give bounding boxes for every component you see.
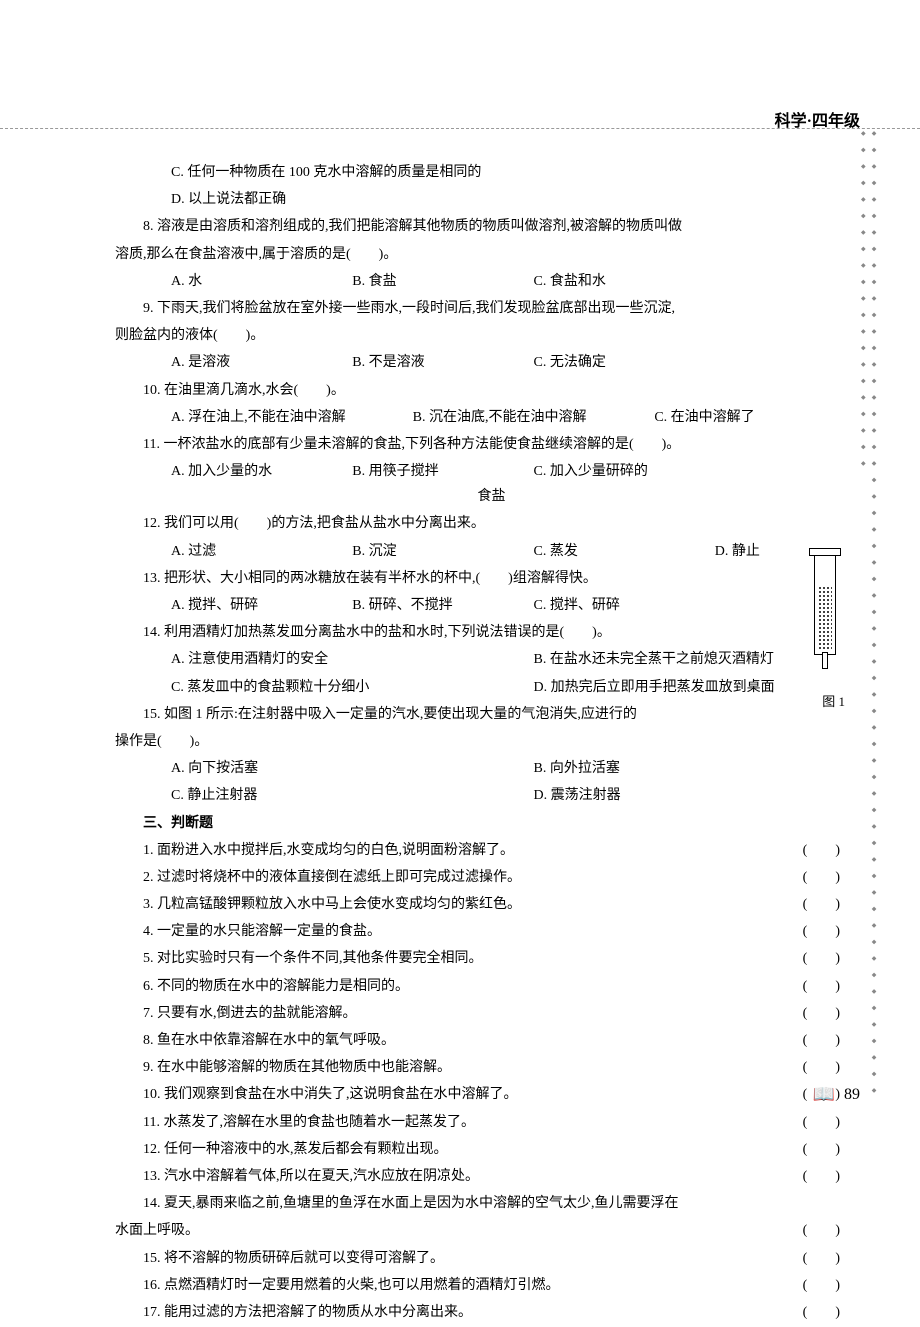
book-icon: 📖 bbox=[813, 1078, 835, 1110]
question-8: 8. 溶液是由溶质和溶剂组成的,我们把能溶解其他物质的物质叫做溶剂,被溶解的物质… bbox=[115, 214, 840, 239]
question-13-options: A. 搅拌、研碎 B. 研碎、不搅拌 C. 搅拌、研碎 bbox=[115, 593, 840, 618]
question-9-options: A. 是溶液 B. 不是溶液 C. 无法确定 bbox=[115, 350, 840, 375]
q10-opt-a: A. 浮在油上,不能在油中溶解 bbox=[115, 405, 357, 430]
q9-opt-c: C. 无法确定 bbox=[478, 350, 659, 375]
judge-3: 3. 几粒高锰酸钾颗粒放入水中马上会使水变成均匀的紫红色。( ) bbox=[115, 892, 840, 917]
question-14-options-ab: A. 注意使用酒精灯的安全 B. 在盐水还未完全蒸干之前熄灭酒精灯 bbox=[115, 647, 840, 672]
question-8-cont: 溶质,那么在食盐溶液中,属于溶质的是( )。 bbox=[115, 242, 840, 267]
q15-opt-b: B. 向外拉活塞 bbox=[478, 756, 841, 781]
judge-6: 6. 不同的物质在水中的溶解能力是相同的。( ) bbox=[115, 974, 840, 999]
question-14-options-cd: C. 蒸发皿中的食盐颗粒十分细小 D. 加热完后立即用手把蒸发皿放到桌面 bbox=[115, 675, 840, 700]
q14-opt-a: A. 注意使用酒精灯的安全 bbox=[115, 647, 478, 672]
q10-opt-c: C. 在油中溶解了 bbox=[598, 405, 840, 430]
q12-opt-a: A. 过滤 bbox=[115, 539, 296, 564]
judge-11: 11. 水蒸发了,溶解在水里的食盐也随着水一起蒸发了。( ) bbox=[115, 1110, 840, 1135]
q8-opt-a: A. 水 bbox=[115, 269, 296, 294]
page-header: 科学·四年级 bbox=[775, 108, 860, 137]
judge-7: 7. 只要有水,倒进去的盐就能溶解。( ) bbox=[115, 1001, 840, 1026]
judge-12: 12. 任何一种溶液中的水,蒸发后都会有颗粒出现。( ) bbox=[115, 1137, 840, 1162]
q11-opt-a: A. 加入少量的水 bbox=[115, 459, 296, 509]
question-13: 13. 把形状、大小相同的两冰糖放在装有半杯水的杯中,( )组溶解得快。 bbox=[115, 566, 840, 591]
q12-opt-b: B. 沉淀 bbox=[296, 539, 477, 564]
option-c: C. 任何一种物质在 100 克水中溶解的质量是相同的 bbox=[115, 160, 840, 185]
question-15-options-cd: C. 静止注射器 D. 震荡注射器 bbox=[115, 783, 840, 808]
q13-opt-c: C. 搅拌、研碎 bbox=[478, 593, 659, 618]
q10-opt-b: B. 沉在油底,不能在油中溶解 bbox=[357, 405, 599, 430]
judge-15: 15. 将不溶解的物质研碎后就可以变得可溶解了。( ) bbox=[115, 1246, 840, 1271]
judge-10: 10. 我们观察到食盐在水中消失了,这说明食盐在水中溶解了。( ) bbox=[115, 1082, 840, 1107]
q14-opt-c: C. 蒸发皿中的食盐颗粒十分细小 bbox=[115, 675, 478, 700]
judge-2: 2. 过滤时将烧杯中的液体直接倒在滤纸上即可完成过滤操作。( ) bbox=[115, 865, 840, 890]
section-3-title: 三、判断题 bbox=[115, 811, 840, 836]
header-divider bbox=[0, 128, 920, 129]
question-14: 14. 利用酒精灯加热蒸发皿分离盐水中的盐和水时,下列说法错误的是( )。 bbox=[115, 620, 840, 645]
figure-1-label: 图 1 bbox=[822, 690, 845, 713]
question-12-options: A. 过滤 B. 沉淀 C. 蒸发 D. 静止 bbox=[115, 539, 840, 564]
page-number: 89 bbox=[844, 1081, 860, 1110]
q11-opt-b: B. 用筷子搅拌 bbox=[296, 459, 477, 509]
q15-opt-a: A. 向下按活塞 bbox=[115, 756, 478, 781]
q15-opt-c: C. 静止注射器 bbox=[115, 783, 478, 808]
judge-14-cont: 水面上呼吸。( ) bbox=[115, 1218, 840, 1243]
question-15: 15. 如图 1 所示:在注射器中吸入一定量的汽水,要使出现大量的气泡消失,应进… bbox=[115, 702, 840, 727]
judge-16: 16. 点燃酒精灯时一定要用燃着的火柴,也可以用燃着的酒精灯引燃。( ) bbox=[115, 1273, 840, 1298]
question-11: 11. 一杯浓盐水的底部有少量未溶解的食盐,下列各种方法能使食盐继续溶解的是( … bbox=[115, 432, 840, 457]
question-9-cont: 则脸盆内的液体( )。 bbox=[115, 323, 840, 348]
judge-5: 5. 对比实验时只有一个条件不同,其他条件要完全相同。( ) bbox=[115, 946, 840, 971]
question-10: 10. 在油里滴几滴水,水会( )。 bbox=[115, 378, 840, 403]
question-11-options: A. 加入少量的水 B. 用筷子搅拌 C. 加入少量研碎的食盐 bbox=[115, 459, 840, 509]
q13-opt-a: A. 搅拌、研碎 bbox=[115, 593, 296, 618]
main-content: C. 任何一种物质在 100 克水中溶解的质量是相同的 D. 以上说法都正确 8… bbox=[115, 160, 840, 1327]
judge-8: 8. 鱼在水中依靠溶解在水中的氧气呼吸。( ) bbox=[115, 1028, 840, 1053]
q8-opt-b: B. 食盐 bbox=[296, 269, 477, 294]
judge-9: 9. 在水中能够溶解的物质在其他物质中也能溶解。( ) bbox=[115, 1055, 840, 1080]
judge-4: 4. 一定量的水只能溶解一定量的食盐。( ) bbox=[115, 919, 840, 944]
q12-opt-c: C. 蒸发 bbox=[478, 539, 659, 564]
question-10-options: A. 浮在油上,不能在油中溶解 B. 沉在油底,不能在油中溶解 C. 在油中溶解… bbox=[115, 405, 840, 430]
judge-17: 17. 能用过滤的方法把溶解了的物质从水中分离出来。( ) bbox=[115, 1300, 840, 1325]
q9-opt-b: B. 不是溶液 bbox=[296, 350, 477, 375]
question-8-options: A. 水 B. 食盐 C. 食盐和水 bbox=[115, 269, 840, 294]
judge-1: 1. 面粉进入水中搅拌后,水变成均匀的白色,说明面粉溶解了。( ) bbox=[115, 838, 840, 863]
q14-opt-d: D. 加热完后立即用手把蒸发皿放到桌面 bbox=[478, 675, 841, 700]
right-border-decoration bbox=[857, 130, 865, 1110]
figure-1-syringe bbox=[800, 555, 850, 655]
q15-opt-d: D. 震荡注射器 bbox=[478, 783, 841, 808]
judge-13: 13. 汽水中溶解着气体,所以在夏天,汽水应放在阴凉处。( ) bbox=[115, 1164, 840, 1189]
question-12: 12. 我们可以用( )的方法,把食盐从盐水中分离出来。 bbox=[115, 511, 840, 536]
question-9: 9. 下雨天,我们将脸盆放在室外接一些雨水,一段时间后,我们发现脸盆底部出现一些… bbox=[115, 296, 840, 321]
q9-opt-a: A. 是溶液 bbox=[115, 350, 296, 375]
question-15-options-ab: A. 向下按活塞 B. 向外拉活塞 bbox=[115, 756, 840, 781]
q11-opt-c: C. 加入少量研碎的食盐 bbox=[478, 459, 659, 509]
q8-opt-c: C. 食盐和水 bbox=[478, 269, 659, 294]
option-d: D. 以上说法都正确 bbox=[115, 187, 840, 212]
question-15-cont: 操作是( )。 bbox=[115, 729, 840, 754]
judge-14: 14. 夏天,暴雨来临之前,鱼塘里的鱼浮在水面上是因为水中溶解的空气太少,鱼儿需… bbox=[115, 1191, 840, 1216]
q13-opt-b: B. 研碎、不搅拌 bbox=[296, 593, 477, 618]
q14-opt-b: B. 在盐水还未完全蒸干之前熄灭酒精灯 bbox=[478, 647, 841, 672]
